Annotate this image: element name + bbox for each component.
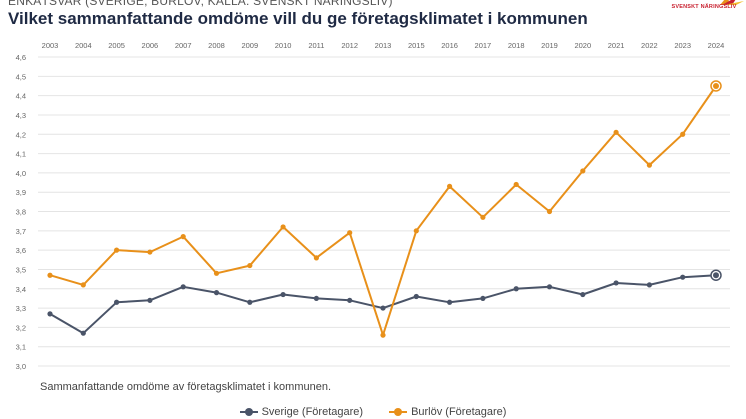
x-tick-label: 2015 bbox=[408, 41, 425, 50]
x-tick-label: 2007 bbox=[175, 41, 192, 50]
y-tick-label: 3,2 bbox=[16, 323, 26, 332]
legend-label-burlov: Burlöv (Företagare) bbox=[411, 406, 507, 418]
x-tick-label: 2013 bbox=[375, 41, 392, 50]
x-tick-label: 2023 bbox=[674, 41, 691, 50]
y-tick-label: 4,3 bbox=[16, 111, 26, 120]
data-point bbox=[680, 131, 686, 137]
data-point bbox=[413, 293, 419, 300]
y-tick-label: 4,6 bbox=[16, 53, 26, 62]
data-point bbox=[80, 282, 86, 288]
x-tick-label: 2011 bbox=[308, 41, 324, 50]
data-point bbox=[47, 311, 53, 317]
y-tick-label: 3,3 bbox=[16, 304, 26, 313]
data-point bbox=[546, 284, 553, 290]
logo-text: SVENSKT NÄRINGSLIV bbox=[671, 4, 737, 10]
data-point bbox=[180, 284, 186, 290]
data-point bbox=[546, 208, 553, 215]
y-tick-label: 3,0 bbox=[16, 362, 26, 371]
x-tick-label: 2022 bbox=[641, 41, 658, 50]
data-point bbox=[280, 224, 286, 230]
data-point bbox=[47, 272, 53, 278]
y-tick-label: 3,5 bbox=[16, 265, 26, 274]
legend-marker-sverige bbox=[239, 408, 258, 416]
line-chart: 3,0 3,1 3,2 3,3 3,4 3,5 3,6 3,7 3,8 3,9 4,0 4,1 4,2 4… bbox=[16, 41, 730, 371]
x-tick-label: 2012 bbox=[341, 41, 358, 50]
data-point bbox=[147, 297, 153, 303]
legend-marker-burlov bbox=[389, 408, 408, 416]
data-point bbox=[80, 330, 86, 336]
data-point bbox=[646, 162, 653, 168]
y-tick-label: 3,8 bbox=[16, 208, 26, 217]
legend-item-burlov[interactable]: Burlöv (Företagare) bbox=[389, 406, 506, 418]
data-point bbox=[114, 299, 120, 305]
data-point bbox=[413, 228, 419, 234]
x-tick-label: 2008 bbox=[208, 41, 225, 50]
data-point bbox=[247, 262, 253, 269]
y-tick-label: 4,4 bbox=[16, 92, 26, 101]
x-tick-label: 2020 bbox=[574, 41, 591, 50]
x-tick-label: 2010 bbox=[275, 41, 292, 50]
x-tick-label: 2009 bbox=[241, 41, 258, 50]
x-tick-label: 2005 bbox=[108, 41, 125, 50]
series-line-burlov bbox=[49, 85, 717, 337]
data-point bbox=[380, 305, 386, 311]
y-tick-label: 3,6 bbox=[16, 246, 26, 255]
legend-label-sverige: Sverige (Företagare) bbox=[261, 406, 364, 418]
x-tick-label: 2003 bbox=[42, 41, 59, 50]
data-point bbox=[713, 272, 719, 279]
y-tick-label: 4,0 bbox=[16, 169, 26, 178]
data-point bbox=[447, 183, 453, 189]
legend-item-sverige[interactable]: Sverige (Företagare) bbox=[239, 406, 364, 418]
data-point bbox=[347, 230, 353, 236]
y-tick-label: 4,1 bbox=[16, 150, 26, 159]
data-point bbox=[646, 282, 653, 288]
chart-legend: Sverige (Företagare) Burlöv (Företagare) bbox=[0, 406, 746, 418]
chart-caption: Sammanfattande omdöme av företagsklimate… bbox=[40, 381, 332, 393]
data-point bbox=[213, 270, 220, 276]
y-tick-label: 3,1 bbox=[16, 343, 26, 352]
data-point bbox=[480, 214, 486, 220]
y-tick-label: 4,2 bbox=[16, 130, 26, 139]
data-point bbox=[580, 168, 586, 174]
data-point bbox=[280, 291, 286, 298]
y-tick-label: 3,4 bbox=[16, 285, 26, 294]
data-point bbox=[513, 181, 519, 188]
data-point bbox=[480, 295, 486, 302]
data-point bbox=[180, 234, 186, 240]
x-tick-label: 2019 bbox=[541, 41, 558, 50]
data-point bbox=[380, 332, 386, 338]
x-tick-label: 2006 bbox=[142, 41, 159, 50]
y-tick-label: 3,9 bbox=[16, 188, 26, 197]
chart-title: Vilket sammanfattande omdöme vill du ge … bbox=[8, 9, 588, 28]
y-tick-label: 3,7 bbox=[16, 227, 26, 236]
data-point bbox=[713, 82, 719, 89]
data-point bbox=[613, 280, 619, 286]
x-tick-label: 2024 bbox=[708, 41, 725, 50]
chart-subtitle: ENKÄTSVAR (SVERIGE, BURLÖV, KÄLLA: SVENS… bbox=[8, 0, 393, 8]
data-point bbox=[313, 255, 319, 261]
data-point bbox=[247, 299, 253, 305]
logo-sun-icon bbox=[720, 0, 744, 5]
data-point bbox=[347, 297, 353, 303]
x-tick-label: 2021 bbox=[608, 41, 625, 50]
x-tick-label: 2018 bbox=[508, 41, 525, 50]
data-point bbox=[147, 249, 153, 255]
data-point bbox=[513, 286, 519, 292]
data-point bbox=[680, 274, 686, 280]
x-tick-label: 2016 bbox=[441, 41, 458, 50]
data-point bbox=[447, 299, 453, 305]
data-point bbox=[114, 247, 120, 253]
x-tick-label: 2017 bbox=[475, 41, 492, 50]
data-point bbox=[613, 129, 619, 135]
data-point bbox=[213, 290, 220, 296]
data-point bbox=[580, 291, 586, 298]
x-tick-label: 2004 bbox=[75, 41, 92, 50]
data-point bbox=[313, 295, 319, 302]
svenskt-naringsliv-logo: SVENSKT NÄRINGSLIV bbox=[662, 0, 746, 18]
y-tick-label: 4,5 bbox=[16, 72, 26, 81]
